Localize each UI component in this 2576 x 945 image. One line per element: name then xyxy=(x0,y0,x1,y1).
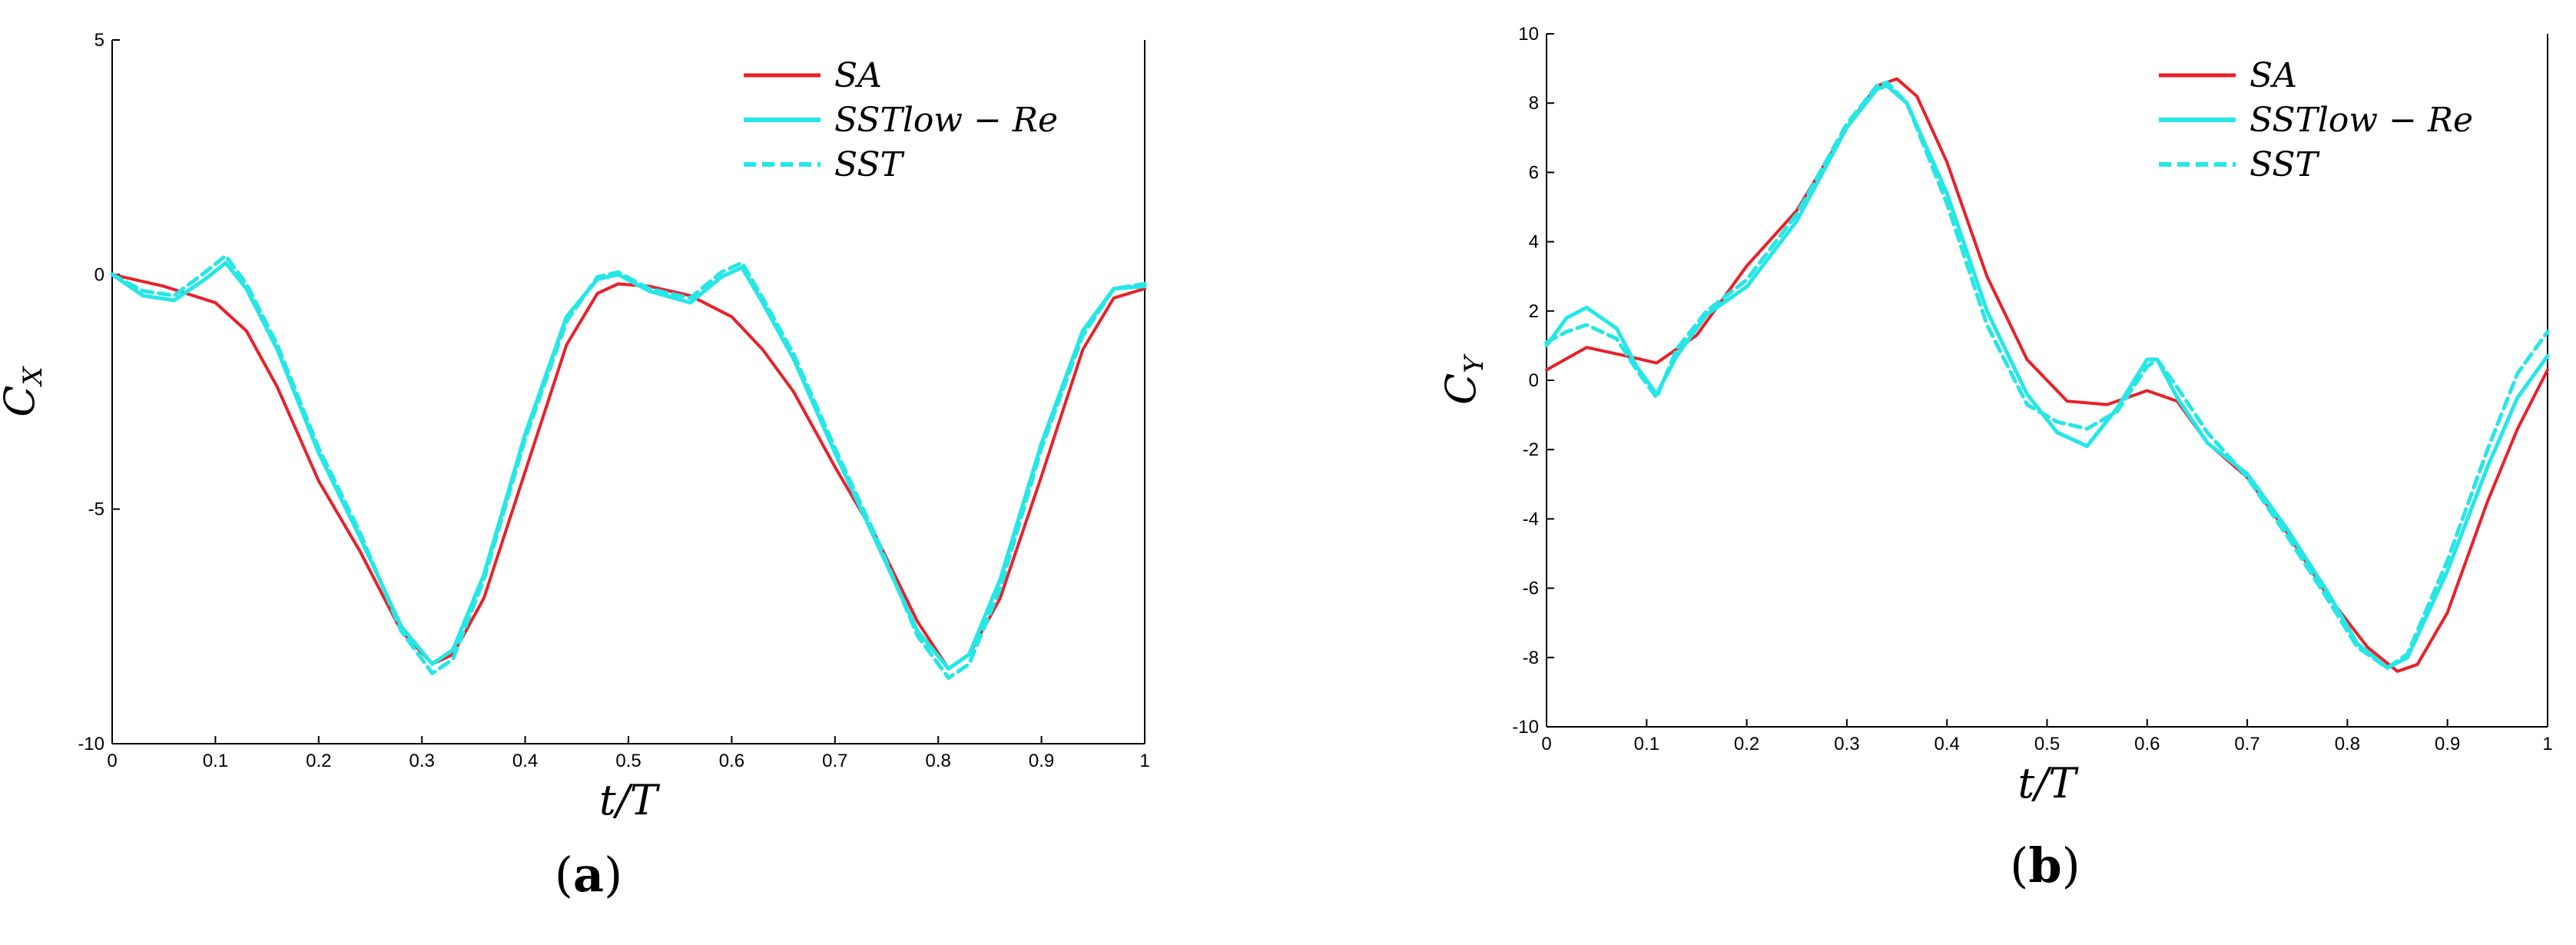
panel-b-y-tick-label: 0 xyxy=(1529,370,1539,391)
panel-b-legend-label: SA xyxy=(2249,56,2297,95)
panel-b-y-tick-label: -6 xyxy=(1523,579,1539,599)
panel-b-legend-label: SSTlow − Re xyxy=(2249,101,2473,140)
panel-b-x-tick-label: 0.3 xyxy=(1834,734,1859,754)
panel-a-caption: (a) xyxy=(555,847,623,903)
panel-b-y-tick-label: 2 xyxy=(1529,301,1539,322)
panel-b-y-tick-label: -2 xyxy=(1523,439,1539,460)
panel-a-x-tick-label: 0.6 xyxy=(719,751,744,771)
panel-b-y-tick-label: 4 xyxy=(1529,232,1539,253)
panel-b-y-tick-label: 6 xyxy=(1529,162,1539,183)
panel-a-series-sst xyxy=(110,254,1147,680)
panel-b-x-tick-label: 0.1 xyxy=(1634,734,1659,754)
panel-a-x-tick-label: 0.8 xyxy=(926,751,951,771)
panel-b-y-tick-label: -8 xyxy=(1523,648,1539,668)
panel-a-x-tick-label: 1 xyxy=(1139,751,1149,771)
panel-a-x-axis-label: t/T xyxy=(599,776,661,824)
panel-a-legend-label: SST xyxy=(834,145,906,184)
panel-a-x-tick-label: 0.3 xyxy=(409,751,435,771)
panel-b-x-tick-label: 0.6 xyxy=(2134,734,2160,754)
panel-b-x-tick-label: 0.9 xyxy=(2435,734,2460,754)
panel-b-x-tick-label: 0.8 xyxy=(2335,734,2360,754)
panel-b-y-tick-label: -10 xyxy=(1512,717,1539,738)
panel-b-x-tick-label: 0.7 xyxy=(2234,734,2259,754)
panel-b-y-tick-label: -4 xyxy=(1523,509,1539,529)
panel-b-x-tick-label: 0 xyxy=(1541,734,1551,754)
panel-a-legend-label: SA xyxy=(834,56,882,95)
panel-a-y-tick-label: 0 xyxy=(94,264,104,285)
panel-a-y-axis-label: CX xyxy=(0,365,48,416)
panel-a-legend-label: SSTlow − Re xyxy=(834,101,1058,140)
panel-b-y-tick-label: 8 xyxy=(1529,93,1539,114)
panel-b-x-tick-label: 0.5 xyxy=(2034,734,2060,754)
panel-a-y-tick-label: -5 xyxy=(88,499,104,520)
panel-b-x-axis-label: t/T xyxy=(2018,759,2080,807)
panel-a-x-tick-label: 0.7 xyxy=(822,751,847,771)
panel-a-series-sst-low-re xyxy=(110,260,1147,671)
panel-a: 0 0.1 0.2 0.3 0.4 0.5 0.6 0.7 0.8 0.9 1 5 0 -5 -10 SA SS… xyxy=(0,30,1150,903)
panel-a-x-tick-label: 0.9 xyxy=(1029,751,1054,771)
panel-a-x-tick-label: 0 xyxy=(107,751,117,771)
panel-b: 0 0.1 0.2 0.3 0.4 0.5 0.6 0.7 0.8 0.9 1 10 8 6 4 2 0 -2 -4… xyxy=(1437,24,2553,894)
panel-a-x-tick-label: 0.5 xyxy=(615,751,641,771)
panel-a-x-tick-label: 0.1 xyxy=(203,751,228,771)
panel-b-series-sst xyxy=(1544,80,2550,670)
panel-a-x-tick-label: 0.2 xyxy=(306,751,331,771)
panel-b-legend-label: SST xyxy=(2249,145,2321,184)
panel-b-x-tick-label: 1 xyxy=(2542,734,2552,754)
panel-b-y-axis-label: CY xyxy=(1437,353,1490,405)
panel-b-caption: (b) xyxy=(2010,837,2080,894)
panel-b-y-tick-label: 10 xyxy=(1518,24,1539,45)
panel-b-series-sst-low-re xyxy=(1544,84,2550,670)
panel-b-x-tick-label: 0.4 xyxy=(1934,734,1960,754)
panel-a-y-tick-label: -10 xyxy=(78,734,104,754)
panel-a-y-tick-label: 5 xyxy=(94,30,104,51)
panel-a-x-tick-label: 0.4 xyxy=(512,751,538,771)
panel-b-series-sa xyxy=(1545,77,2549,673)
panel-b-x-tick-label: 0.2 xyxy=(1734,734,1759,754)
